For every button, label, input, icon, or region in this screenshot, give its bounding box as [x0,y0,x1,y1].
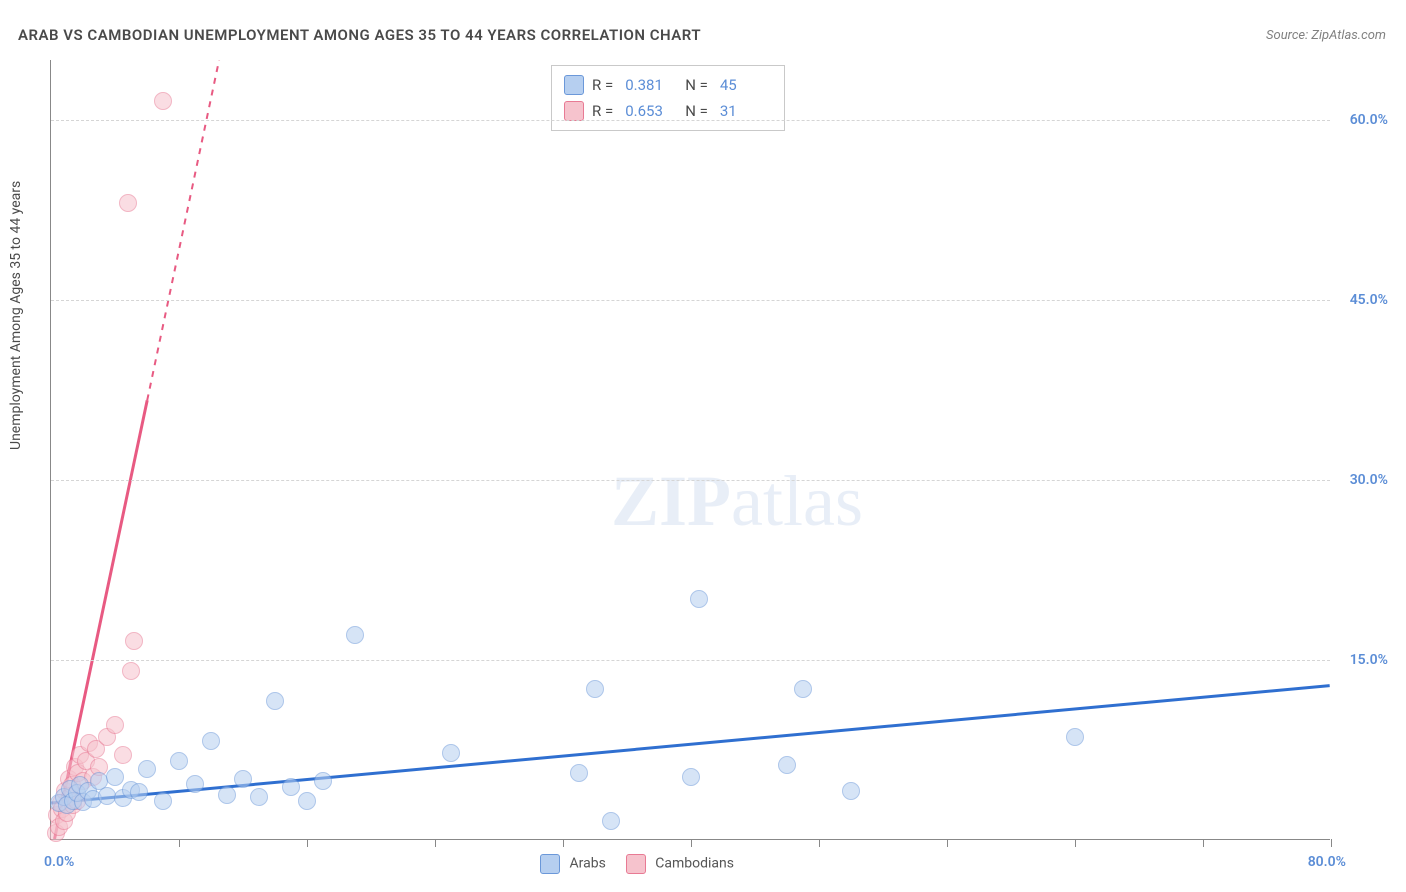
scatter-point-arabs [346,626,364,644]
legend-item-arabs: Arabs [540,854,606,874]
scatter-point-cambodians [154,92,172,110]
scatter-point-arabs [298,792,316,810]
scatter-point-arabs [170,752,188,770]
legend-n-value-arabs: 45 [720,76,772,94]
legend-r-value-cambodians: 0.653 [625,102,677,120]
legend-label-cambodians: Cambodians [655,856,734,872]
gridline [51,300,1330,301]
legend-n-value-cambodians: 31 [720,102,772,120]
x-tick [179,839,180,847]
chart-title: ARAB VS CAMBODIAN UNEMPLOYMENT AMONG AGE… [18,26,701,44]
scatter-point-arabs [130,783,148,801]
legend-swatch-cambodians [626,854,646,874]
scatter-point-arabs [282,778,300,796]
scatter-point-arabs [106,768,124,786]
legend-n-label: N = [685,102,708,120]
scatter-point-arabs [186,775,204,793]
x-axis-min-label: 0.0% [44,854,74,870]
scatter-point-arabs [778,756,796,774]
legend-r-label: R = [592,76,613,94]
y-axis-label: Unemployment Among Ages 35 to 44 years [8,181,24,450]
x-tick [563,839,564,847]
scatter-point-arabs [602,812,620,830]
x-tick [691,839,692,847]
legend-r-value-arabs: 0.381 [625,76,677,94]
series-legend: Arabs Cambodians [540,854,734,874]
chart-container: ARAB VS CAMBODIAN UNEMPLOYMENT AMONG AGE… [0,0,1406,892]
scatter-point-arabs [794,680,812,698]
scatter-point-arabs [202,732,220,750]
scatter-point-arabs [138,760,156,778]
scatter-point-arabs [154,792,172,810]
x-tick [1331,839,1332,847]
legend-label-arabs: Arabs [569,856,605,872]
source-attribution: Source: ZipAtlas.com [1266,28,1386,43]
scatter-point-cambodians [119,194,137,212]
scatter-point-arabs [218,786,236,804]
scatter-point-cambodians [125,632,143,650]
x-tick [435,839,436,847]
x-tick [819,839,820,847]
scatter-point-arabs [682,768,700,786]
gridline [51,480,1330,481]
scatter-point-arabs [266,692,284,710]
y-tick-label: 60.0% [1350,112,1388,128]
x-axis-max-label: 80.0% [1308,854,1346,870]
scatter-point-arabs [234,770,252,788]
x-tick [947,839,948,847]
legend-swatch-arabs [540,854,560,874]
x-tick [307,839,308,847]
scatter-point-arabs [690,590,708,608]
legend-r-label: R = [592,102,613,120]
scatter-point-arabs [1066,728,1084,746]
trend-lines-layer [51,60,1330,839]
legend-swatch-arabs [564,75,584,95]
legend-swatch-cambodians [564,101,584,121]
legend-item-cambodians: Cambodians [626,854,734,874]
gridline [51,660,1330,661]
correlation-legend: R = 0.381 N = 45 R = 0.653 N = 31 [551,65,785,131]
legend-n-label: N = [685,76,708,94]
watermark-light: atlas [731,461,863,541]
scatter-point-arabs [570,764,588,782]
gridline [51,120,1330,121]
scatter-point-arabs [586,680,604,698]
scatter-point-arabs [442,744,460,762]
y-tick-label: 45.0% [1350,292,1388,308]
scatter-point-arabs [250,788,268,806]
plot-area: ZIPatlas R = 0.381 N = 45 R = 0.653 N = … [50,60,1330,840]
scatter-point-cambodians [122,662,140,680]
watermark-bold: ZIP [611,461,731,541]
legend-row-arabs: R = 0.381 N = 45 [564,72,772,98]
y-tick-label: 15.0% [1350,652,1388,668]
watermark: ZIPatlas [611,460,863,543]
scatter-point-arabs [842,782,860,800]
y-tick-label: 30.0% [1350,472,1388,488]
x-tick [1203,839,1204,847]
x-tick [1075,839,1076,847]
scatter-point-arabs [314,772,332,790]
scatter-point-cambodians [114,746,132,764]
scatter-point-cambodians [106,716,124,734]
